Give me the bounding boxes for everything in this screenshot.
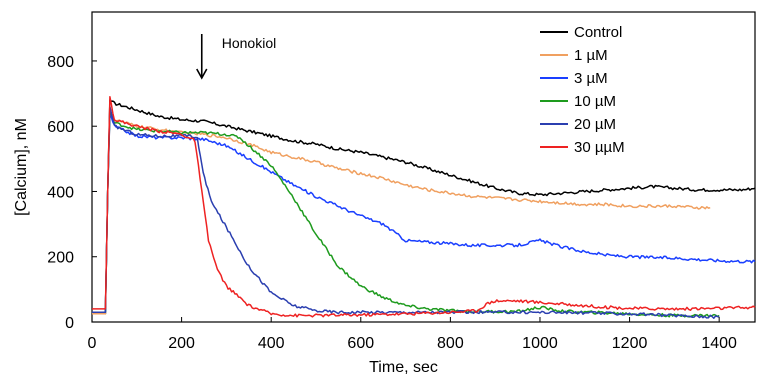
- legend-label: 30 µµM: [574, 139, 625, 156]
- x-tick-label: 1400: [701, 335, 737, 352]
- series-line: [92, 112, 756, 313]
- x-tick-label: 800: [437, 335, 464, 352]
- x-tick-label: 1000: [522, 335, 558, 352]
- x-axis-title: Time, sec: [369, 359, 438, 376]
- series-line: [92, 99, 756, 315]
- legend-label: 10 µM: [574, 93, 616, 110]
- y-tick-label: 200: [47, 250, 74, 267]
- legend-label: 1 µM: [574, 47, 608, 64]
- series-line: [92, 96, 756, 318]
- series-line: [92, 105, 720, 319]
- x-tick-label: 400: [258, 335, 285, 352]
- x-tick-label: 200: [168, 335, 195, 352]
- y-axis-title: [Calcium], nM: [13, 118, 30, 216]
- y-tick-label: 400: [47, 184, 74, 201]
- x-tick-label: 0: [88, 335, 97, 352]
- y-tick-label: 800: [47, 54, 74, 71]
- annotation-arrow-head: [196, 68, 208, 80]
- annotation-label: Honokiol: [222, 35, 276, 51]
- x-tick-label: 1200: [612, 335, 648, 352]
- plot-frame: [91, 11, 756, 323]
- legend-label: 3 µM: [574, 70, 608, 87]
- y-tick-label: 600: [47, 119, 74, 136]
- legend-label: 20 µM: [574, 116, 616, 133]
- x-tick-label: 600: [347, 335, 374, 352]
- legend-label: Control: [574, 24, 622, 41]
- y-tick-label: 0: [65, 315, 74, 332]
- series-line: [92, 112, 711, 315]
- series-line: [92, 109, 720, 318]
